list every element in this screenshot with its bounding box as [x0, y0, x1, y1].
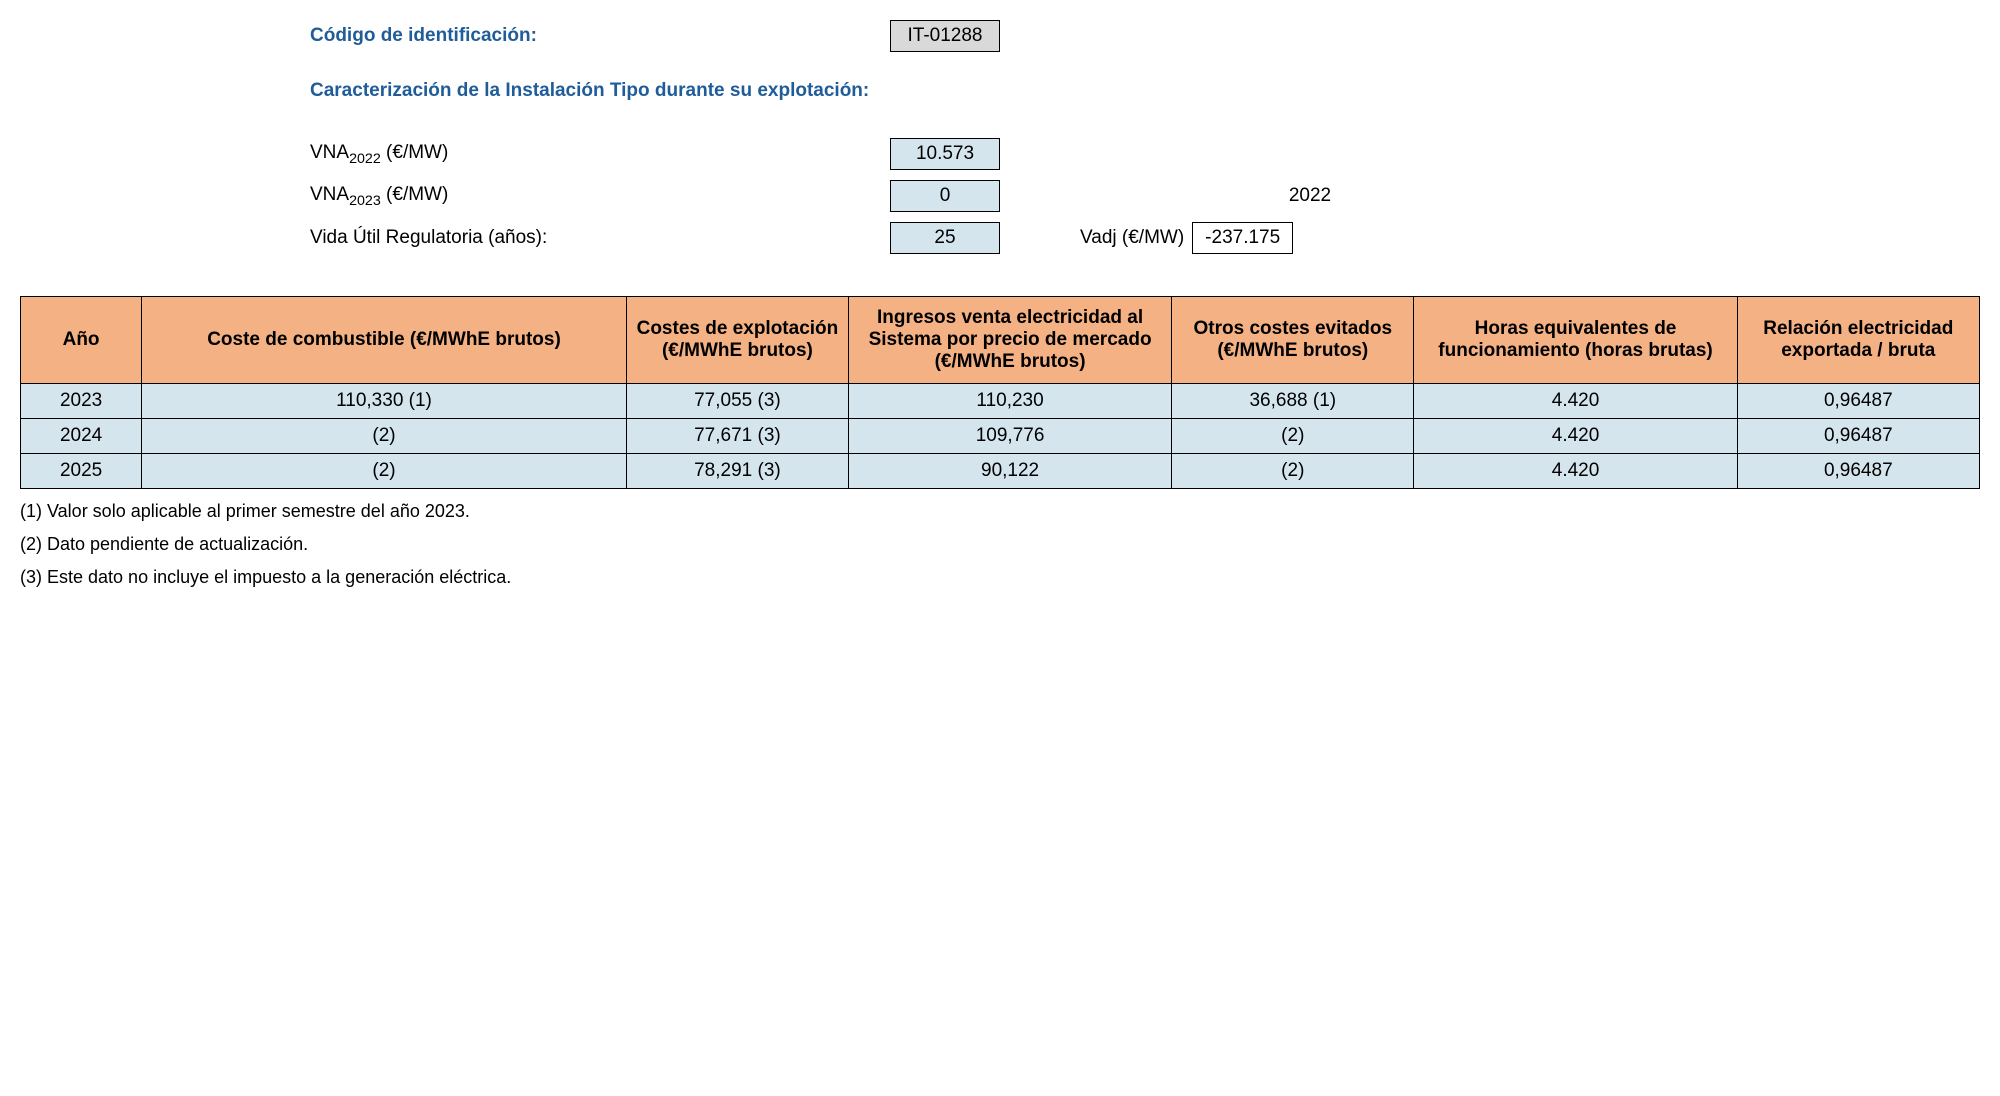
cell-year: 2024 — [21, 419, 142, 454]
header-year: Año — [21, 297, 142, 384]
table-row: 2023110,330 (1)77,055 (3)110,23036,688 (… — [21, 384, 1980, 419]
cell-exploit: 78,291 (3) — [626, 454, 848, 489]
footnote: (3) Este dato no incluye el impuesto a l… — [20, 567, 1980, 588]
cell-fuel: 110,330 (1) — [142, 384, 627, 419]
header-exploit: Costes de explotación (€/MWhE brutos) — [626, 297, 848, 384]
cell-income: 90,122 — [849, 454, 1172, 489]
cell-other: (2) — [1172, 419, 1414, 454]
header-income: Ingresos venta electricidad al Sistema p… — [849, 297, 1172, 384]
cell-exploit: 77,671 (3) — [626, 419, 848, 454]
footnote: (2) Dato pendiente de actualización. — [20, 534, 1980, 555]
cell-hours: 4.420 — [1414, 384, 1737, 419]
cell-other: 36,688 (1) — [1172, 384, 1414, 419]
header-fuel: Coste de combustible (€/MWhE brutos) — [142, 297, 627, 384]
header-other: Otros costes evitados (€/MWhE brutos) — [1172, 297, 1414, 384]
footnotes: (1) Valor solo aplicable al primer semes… — [20, 501, 1980, 588]
header-hours: Horas equivalentes de funcionamiento (ho… — [1414, 297, 1737, 384]
vadj-label: Vadj (€/MW) — [1080, 227, 1184, 249]
cell-hours: 4.420 — [1414, 454, 1737, 489]
cell-ratio: 0,96487 — [1737, 384, 1979, 419]
cell-income: 109,776 — [849, 419, 1172, 454]
year-reference: 2022 — [1260, 185, 1360, 207]
footnote: (1) Valor solo aplicable al primer semes… — [20, 501, 1980, 522]
cell-year: 2025 — [21, 454, 142, 489]
cell-fuel: (2) — [142, 454, 627, 489]
vna2022-value: 10.573 — [890, 138, 1000, 170]
vida-label: Vida Útil Regulatoria (años): — [310, 227, 890, 249]
header-ratio: Relación electricidad exportada / bruta — [1737, 297, 1979, 384]
vna2023-label: VNA2023 (€/MW) — [310, 184, 890, 209]
data-table: Año Coste de combustible (€/MWhE brutos)… — [20, 296, 1980, 489]
cell-exploit: 77,055 (3) — [626, 384, 848, 419]
id-value-box: IT-01288 — [890, 20, 1000, 52]
cell-year: 2023 — [21, 384, 142, 419]
vadj-value: -237.175 — [1192, 222, 1293, 254]
vida-value: 25 — [890, 222, 1000, 254]
cell-ratio: 0,96487 — [1737, 419, 1979, 454]
cell-fuel: (2) — [142, 419, 627, 454]
table-row: 2024(2)77,671 (3)109,776(2)4.4200,96487 — [21, 419, 1980, 454]
id-label: Código de identificación: — [310, 25, 890, 47]
section-title: Caracterización de la Instalación Tipo d… — [310, 80, 1980, 102]
vna2023-value: 0 — [890, 180, 1000, 212]
cell-income: 110,230 — [849, 384, 1172, 419]
cell-hours: 4.420 — [1414, 419, 1737, 454]
cell-other: (2) — [1172, 454, 1414, 489]
vna2022-label: VNA2022 (€/MW) — [310, 142, 890, 167]
table-header-row: Año Coste de combustible (€/MWhE brutos)… — [21, 297, 1980, 384]
table-row: 2025(2)78,291 (3)90,122(2)4.4200,96487 — [21, 454, 1980, 489]
cell-ratio: 0,96487 — [1737, 454, 1979, 489]
